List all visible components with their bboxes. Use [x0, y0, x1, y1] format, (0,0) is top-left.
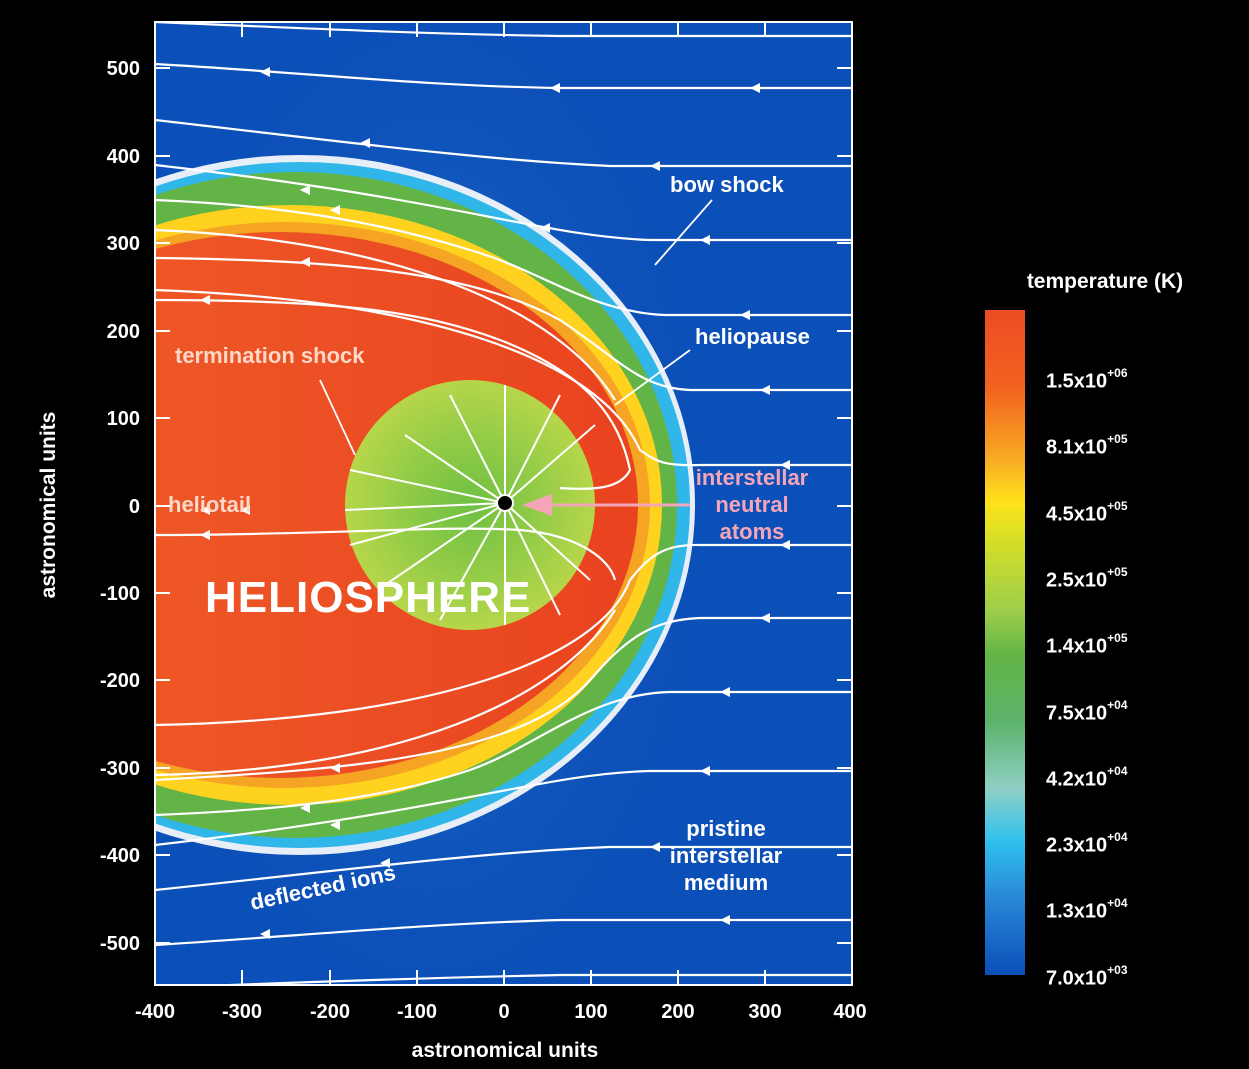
svg-text:medium: medium: [684, 870, 768, 895]
svg-text:pristine: pristine: [686, 816, 765, 841]
colorbar-tick-label: 1.3x10+04: [1046, 896, 1128, 924]
svg-text:interstellar: interstellar: [670, 843, 783, 868]
heliotail-label: heliotail: [168, 492, 251, 517]
colorbar-tick-label: 8.1x10+05: [1046, 432, 1128, 459]
x-tick-label: 300: [748, 1001, 781, 1023]
tick-marks: [155, 22, 852, 985]
y-tick-label: 100: [107, 408, 140, 430]
y-tick-label: -100: [100, 583, 140, 605]
x-axis-title: astronomical units: [412, 1039, 599, 1062]
colorbar: [985, 310, 1025, 975]
y-tick-label: -400: [100, 845, 140, 867]
x-tick-label: 0: [498, 1001, 509, 1023]
svg-text:neutral: neutral: [715, 492, 788, 517]
interstellar-neutral-atoms-label: interstellar neutral atoms: [696, 465, 809, 544]
ion-streamlines: [155, 22, 852, 985]
termination-shock-label: termination shock: [175, 343, 365, 368]
x-tick-label: -100: [397, 1001, 437, 1023]
y-tick-label: 500: [107, 58, 140, 80]
x-tick-label: 200: [661, 1001, 694, 1023]
y-tick-label: 0: [129, 496, 140, 518]
y-tick-label: -300: [100, 758, 140, 780]
x-tick-label: -300: [222, 1001, 262, 1023]
colorbar-tick-label: 1.5x10+06: [1046, 366, 1128, 393]
solar-wind-rays: [344, 385, 596, 625]
y-tick-label: 200: [107, 321, 140, 343]
y-tick-label: -500: [100, 933, 140, 955]
bow-shock-label: bow shock: [670, 172, 784, 197]
colorbar-tick-label: 7.0x10+03: [1046, 962, 1128, 990]
colorbar-tick-label: 4.2x10+04: [1046, 763, 1128, 791]
x-tick-label: -400: [135, 1001, 175, 1023]
colorbar-title: temperature (K): [1026, 270, 1184, 293]
sun: [496, 494, 514, 512]
y-tick-label: 300: [107, 233, 140, 255]
svg-text:atoms: atoms: [720, 519, 785, 544]
x-tick-label: -200: [310, 1001, 350, 1023]
x-tick-label: 400: [833, 1001, 866, 1023]
colorbar-tick-label: 2.5x10+05: [1046, 564, 1128, 592]
svg-text:interstellar: interstellar: [696, 465, 809, 490]
streamline-arrows: [200, 67, 790, 939]
y-axis-title: astronomical units: [37, 412, 60, 599]
colorbar-tick-label: 4.5x10+05: [1046, 498, 1128, 526]
x-tick-label: 100: [574, 1001, 607, 1023]
heliosphere-title: HELIOSPHERE: [205, 573, 531, 622]
pristine-medium-label: pristine interstellar medium: [670, 816, 783, 895]
annotation-pointers: [319, 199, 713, 456]
colorbar-tick-label: 1.4x10+05: [1046, 631, 1128, 658]
colorbar-tick-label: 2.3x10+04: [1046, 830, 1128, 857]
colorbar-tick-label: 7.5x10+04: [1046, 697, 1128, 725]
neutral-atoms-arrow: [522, 494, 690, 516]
y-tick-label: -200: [100, 670, 140, 692]
heliopause-label: heliopause: [695, 324, 810, 349]
y-tick-label: 400: [107, 146, 140, 168]
